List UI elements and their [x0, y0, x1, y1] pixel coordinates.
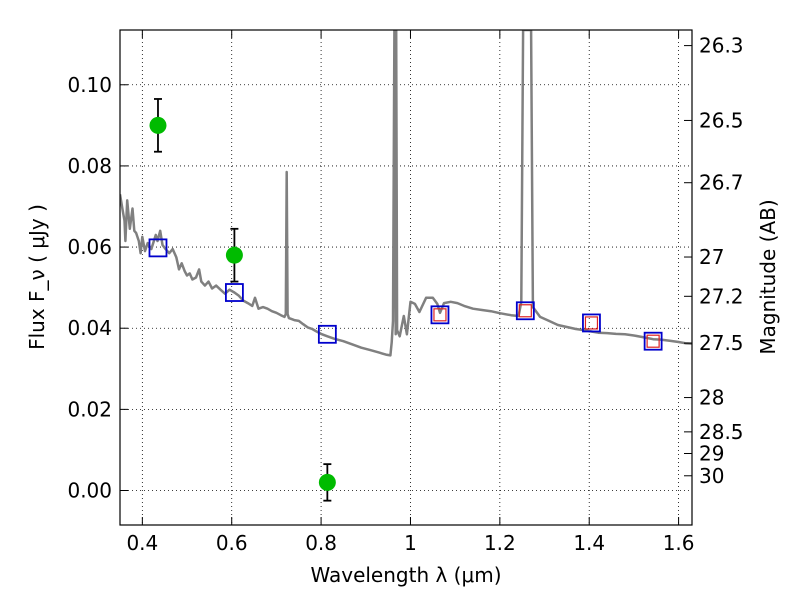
- spectrum-line: [120, 30, 692, 357]
- model-point-blue: [643, 331, 663, 351]
- plot-frame: [119, 29, 693, 526]
- observed-point: [149, 116, 167, 134]
- y-tick-label: 0.08: [67, 154, 112, 178]
- axes: 0.4 0.6 0.8 1 1.2 1.4 1.6 0.00 0.02 0.04 0.06 0.08 0…: [67, 29, 744, 555]
- plot-clipped: [120, 30, 692, 502]
- x-tick-label: 1.6: [663, 531, 695, 555]
- x-tick-label: 1.2: [484, 531, 516, 555]
- y-tick-label: 0.06: [67, 235, 112, 259]
- model-point-blue: [582, 313, 601, 333]
- grid: [120, 30, 692, 525]
- right-axis-title: Magnitude (AB): [756, 199, 780, 354]
- x-tick-label: 0.8: [305, 531, 337, 555]
- model-point-blue: [430, 305, 450, 325]
- y-tick-label: 0.00: [67, 479, 112, 503]
- observed-point: [225, 246, 243, 264]
- x-tick-label: 0.4: [126, 531, 158, 555]
- right-tick-label: 26.7: [699, 171, 744, 195]
- model-point-red: [518, 304, 532, 318]
- model-point-blue: [515, 301, 535, 321]
- right-tick-label: 27.5: [699, 331, 744, 355]
- right-tick-label: 26.3: [699, 34, 744, 58]
- right-tick-label: 27.2: [699, 284, 744, 308]
- model-point-blue: [317, 324, 337, 344]
- model-point-blue: [224, 283, 244, 302]
- model-point-red: [433, 308, 447, 322]
- y-axis-title: Flux F_ν ( μJy ): [25, 204, 49, 350]
- right-tick-label: 28: [699, 386, 724, 410]
- observed-point: [318, 473, 336, 491]
- x-tick-label: 1.4: [573, 531, 605, 555]
- x-axis-title: Wavelength λ (μm): [310, 563, 501, 587]
- model-point-red: [646, 334, 660, 348]
- right-tick-label: 27: [699, 245, 724, 269]
- right-tick-label: 30: [699, 464, 724, 488]
- model-point-blue: [148, 238, 168, 258]
- x-tick-label: 1: [404, 531, 417, 555]
- y-tick-label: 0.04: [67, 316, 112, 340]
- y-tick-label: 0.02: [67, 397, 112, 421]
- y-tick-label: 0.10: [67, 73, 112, 97]
- plot-area: [120, 30, 692, 502]
- x-tick-label: 0.6: [216, 531, 248, 555]
- right-tick-label: 26.5: [699, 108, 744, 132]
- right-tick-label: 28.5: [699, 420, 744, 444]
- model-point-red: [584, 316, 599, 330]
- right-tick-label: 29: [699, 442, 724, 466]
